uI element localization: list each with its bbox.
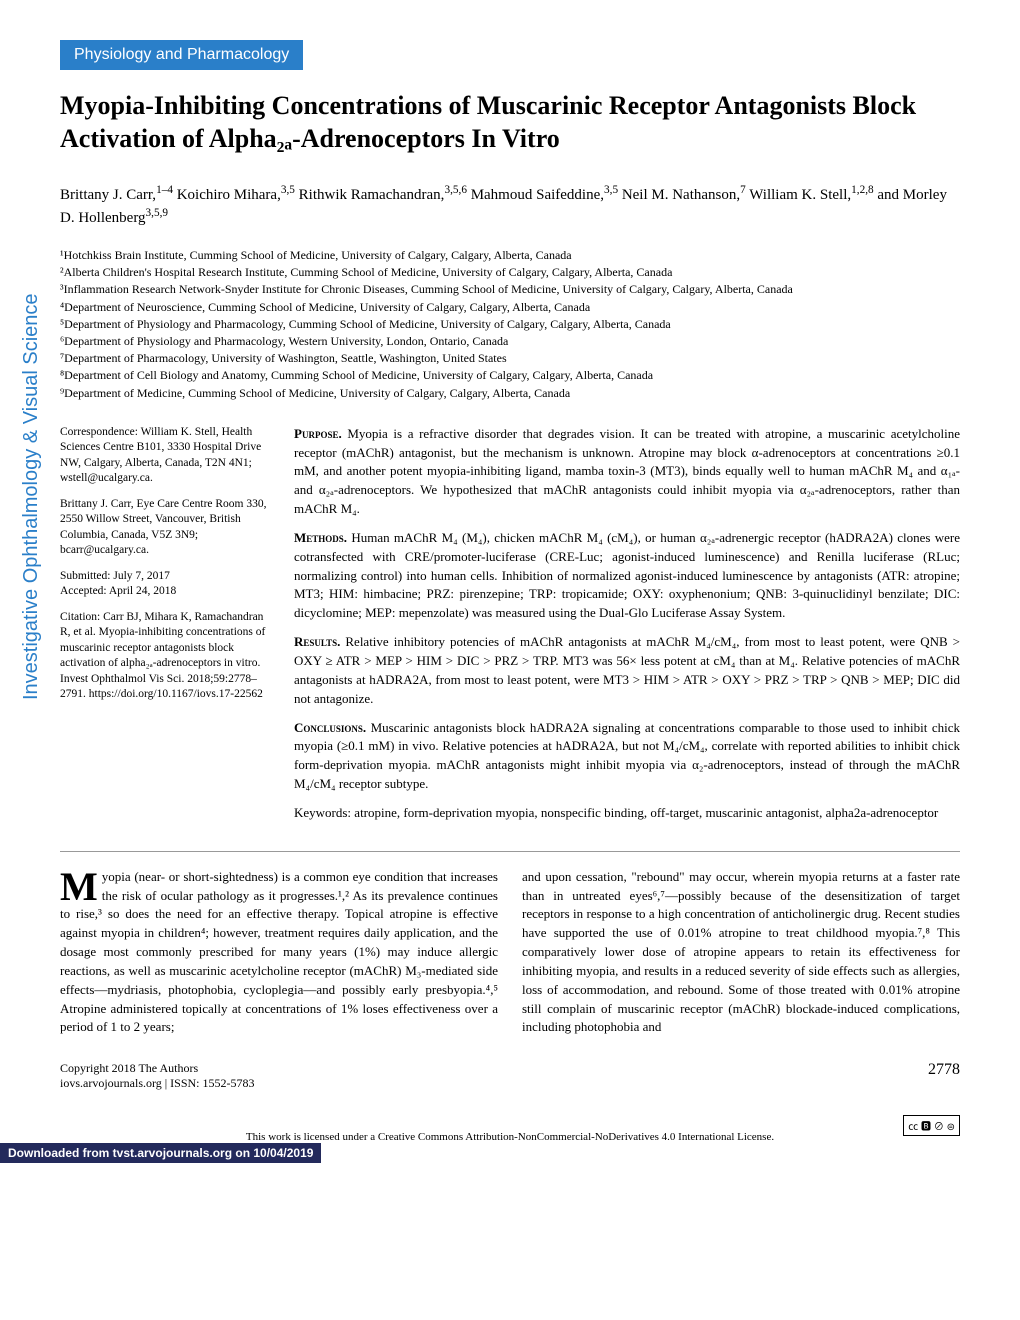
authors-line: Brittany J. Carr,1–4 Koichiro Mihara,3,5…: [60, 183, 960, 229]
methods-text: Human mAChR M₄ (M₄), chicken mAChR M₄ (c…: [294, 530, 960, 620]
results-text: Relative inhibitory potencies of mAChR a…: [294, 634, 960, 706]
body-col-1: Myopia (near- or short-sightedness) is a…: [60, 868, 498, 1038]
license-text: This work is licensed under a Creative C…: [246, 1131, 774, 1143]
issn-line: iovs.arvojournals.org | ISSN: 1552-5783: [60, 1076, 255, 1091]
body-col-2: and upon cessation, "rebound" may occur,…: [522, 868, 960, 1038]
affiliation-line: ⁵Department of Physiology and Pharmacolo…: [60, 316, 960, 332]
correspondence-1: Correspondence: William K. Stell, Health…: [60, 425, 270, 487]
article-title: Myopia-Inhibiting Concentrations of Musc…: [60, 90, 960, 155]
abstract-results: Results. Relative inhibitory potencies o…: [294, 633, 960, 708]
methods-label: Methods.: [294, 530, 347, 545]
submitted-date: Submitted: July 7, 2017: [60, 569, 270, 585]
abstract-conclusions: Conclusions. Muscarinic antagonists bloc…: [294, 719, 960, 794]
abstract-column: Purpose. Myopia is a refractive disorder…: [294, 425, 960, 833]
journal-vertical-label: Investigative Ophthalmology & Visual Sci…: [20, 293, 43, 700]
cc-badge-icon: ㏄ 🅱 ⊘ ⊜: [903, 1115, 960, 1136]
affiliation-line: ⁷Department of Pharmacology, University …: [60, 350, 960, 366]
body-col1-text: yopia (near- or short-sightedness) is a …: [60, 869, 498, 1035]
affiliation-line: ³Inflammation Research Network-Snyder In…: [60, 281, 960, 297]
conclusions-label: Conclusions.: [294, 720, 366, 735]
sidebar-column: Correspondence: William K. Stell, Health…: [60, 425, 270, 833]
accepted-date: Accepted: April 24, 2018: [60, 584, 270, 600]
abstract-purpose: Purpose. Myopia is a refractive disorder…: [294, 425, 960, 519]
license-row: This work is licensed under a Creative C…: [60, 1131, 960, 1143]
copyright-line: Copyright 2018 The Authors: [60, 1061, 255, 1076]
body-columns: Myopia (near- or short-sightedness) is a…: [60, 868, 960, 1038]
affiliation-line: ²Alberta Children's Hospital Research In…: [60, 264, 960, 280]
dropcap: M: [60, 868, 102, 904]
page-number: 2778: [928, 1061, 960, 1091]
affiliation-line: ⁶Department of Physiology and Pharmacolo…: [60, 333, 960, 349]
page-footer: Copyright 2018 The Authors iovs.arvojour…: [60, 1061, 960, 1091]
abstract-row: Correspondence: William K. Stell, Health…: [60, 425, 960, 852]
correspondence-2: Brittany J. Carr, Eye Care Centre Room 3…: [60, 497, 270, 559]
footer-left: Copyright 2018 The Authors iovs.arvojour…: [60, 1061, 255, 1091]
results-label: Results.: [294, 634, 340, 649]
abstract-methods: Methods. Human mAChR M₄ (M₄), chicken mA…: [294, 529, 960, 623]
affiliation-line: ⁸Department of Cell Biology and Anatomy,…: [60, 367, 960, 383]
download-bar: Downloaded from tvst.arvojournals.org on…: [0, 1143, 321, 1163]
affiliation-line: ¹Hotchkiss Brain Institute, Cumming Scho…: [60, 247, 960, 263]
section-banner: Physiology and Pharmacology: [60, 40, 303, 70]
purpose-label: Purpose.: [294, 426, 342, 441]
conclusions-text: Muscarinic antagonists block hADRA2A sig…: [294, 720, 960, 792]
affiliations-block: ¹Hotchkiss Brain Institute, Cumming Scho…: [60, 247, 960, 401]
affiliation-line: ⁹Department of Medicine, Cumming School …: [60, 385, 960, 401]
purpose-text: Myopia is a refractive disorder that deg…: [294, 426, 960, 516]
keywords-line: Keywords: atropine, form-deprivation myo…: [294, 804, 960, 823]
affiliation-line: ⁴Department of Neuroscience, Cumming Sch…: [60, 299, 960, 315]
citation-block: Citation: Carr BJ, Mihara K, Ramachandra…: [60, 610, 270, 703]
